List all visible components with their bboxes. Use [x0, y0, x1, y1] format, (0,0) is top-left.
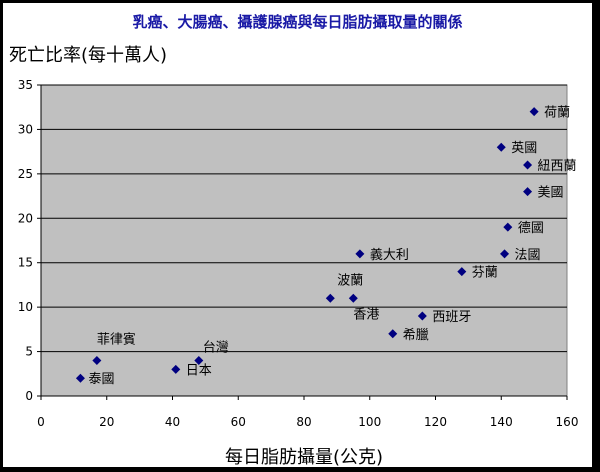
- scatter-plot: 0 5 10 15 20 25 30 35 0 20 40 60 80 100 120 140 160 荷蘭英國紐…: [18, 78, 579, 429]
- data-label: 德國: [518, 221, 544, 236]
- x-tick-label: 140: [490, 415, 513, 429]
- data-label: 日本: [186, 363, 212, 378]
- y-tick-label: 0: [25, 389, 33, 403]
- data-label: 香港: [353, 307, 379, 322]
- x-tick-label: 60: [231, 415, 246, 429]
- data-label: 芬蘭: [472, 265, 498, 281]
- x-tick-label: 20: [99, 415, 114, 429]
- y-tick-label: 35: [18, 78, 33, 92]
- data-label: 菲律賓: [97, 331, 136, 347]
- data-point: [388, 329, 398, 339]
- data-point: [75, 373, 85, 383]
- x-tick-label: 80: [296, 415, 311, 429]
- y-tick-label: 30: [18, 122, 33, 136]
- data-point: [496, 142, 506, 152]
- data-point: [325, 293, 335, 303]
- data-point: [348, 293, 358, 303]
- data-label: 波蘭: [337, 272, 363, 288]
- data-point: [503, 222, 513, 232]
- data-label: 紐西蘭: [538, 158, 577, 174]
- data-label: 西班牙: [432, 310, 471, 325]
- plot-area: [40, 84, 568, 397]
- data-label: 義大利: [370, 247, 409, 263]
- data-label: 美國: [538, 186, 564, 201]
- chart-frame: 乳癌、大腸癌、攝護腺癌與每日脂肪攝取量的關係 死亡比率(每十萬人) 每日脂肪攝量…: [3, 3, 592, 468]
- data-point: [171, 364, 181, 374]
- data-point: [457, 267, 467, 277]
- y-tick-label: 20: [18, 211, 33, 225]
- x-tick-label: 40: [165, 415, 180, 429]
- data-point: [194, 355, 204, 365]
- y-axis-label: 死亡比率(每十萬人): [9, 45, 168, 66]
- y-tick-label: 5: [25, 345, 33, 359]
- data-label: 荷蘭: [544, 105, 570, 121]
- y-tick-label: 10: [18, 300, 33, 314]
- data-label: 英國: [511, 141, 537, 156]
- x-tick-label: 0: [37, 415, 45, 429]
- y-tick-label: 15: [18, 256, 33, 270]
- data-point: [92, 355, 102, 365]
- x-tick-label: 100: [358, 415, 381, 429]
- data-point: [523, 187, 533, 197]
- x-axis-label: 每日脂肪攝量(公克): [225, 447, 384, 468]
- data-label: 法國: [515, 248, 541, 263]
- data-label: 台灣: [203, 340, 229, 355]
- data-point: [355, 249, 365, 259]
- data-point: [500, 249, 510, 259]
- data-point: [417, 311, 427, 321]
- chart-title: 乳癌、大腸癌、攝護腺癌與每日脂肪攝取量的關係: [132, 13, 463, 31]
- y-tick-label: 25: [18, 167, 33, 181]
- data-label: 泰國: [88, 372, 114, 387]
- data-point: [523, 160, 533, 170]
- x-tick-label: 160: [556, 415, 579, 429]
- x-tick-label: 120: [424, 415, 447, 429]
- data-point: [529, 107, 539, 117]
- data-label: 希臘: [403, 328, 429, 343]
